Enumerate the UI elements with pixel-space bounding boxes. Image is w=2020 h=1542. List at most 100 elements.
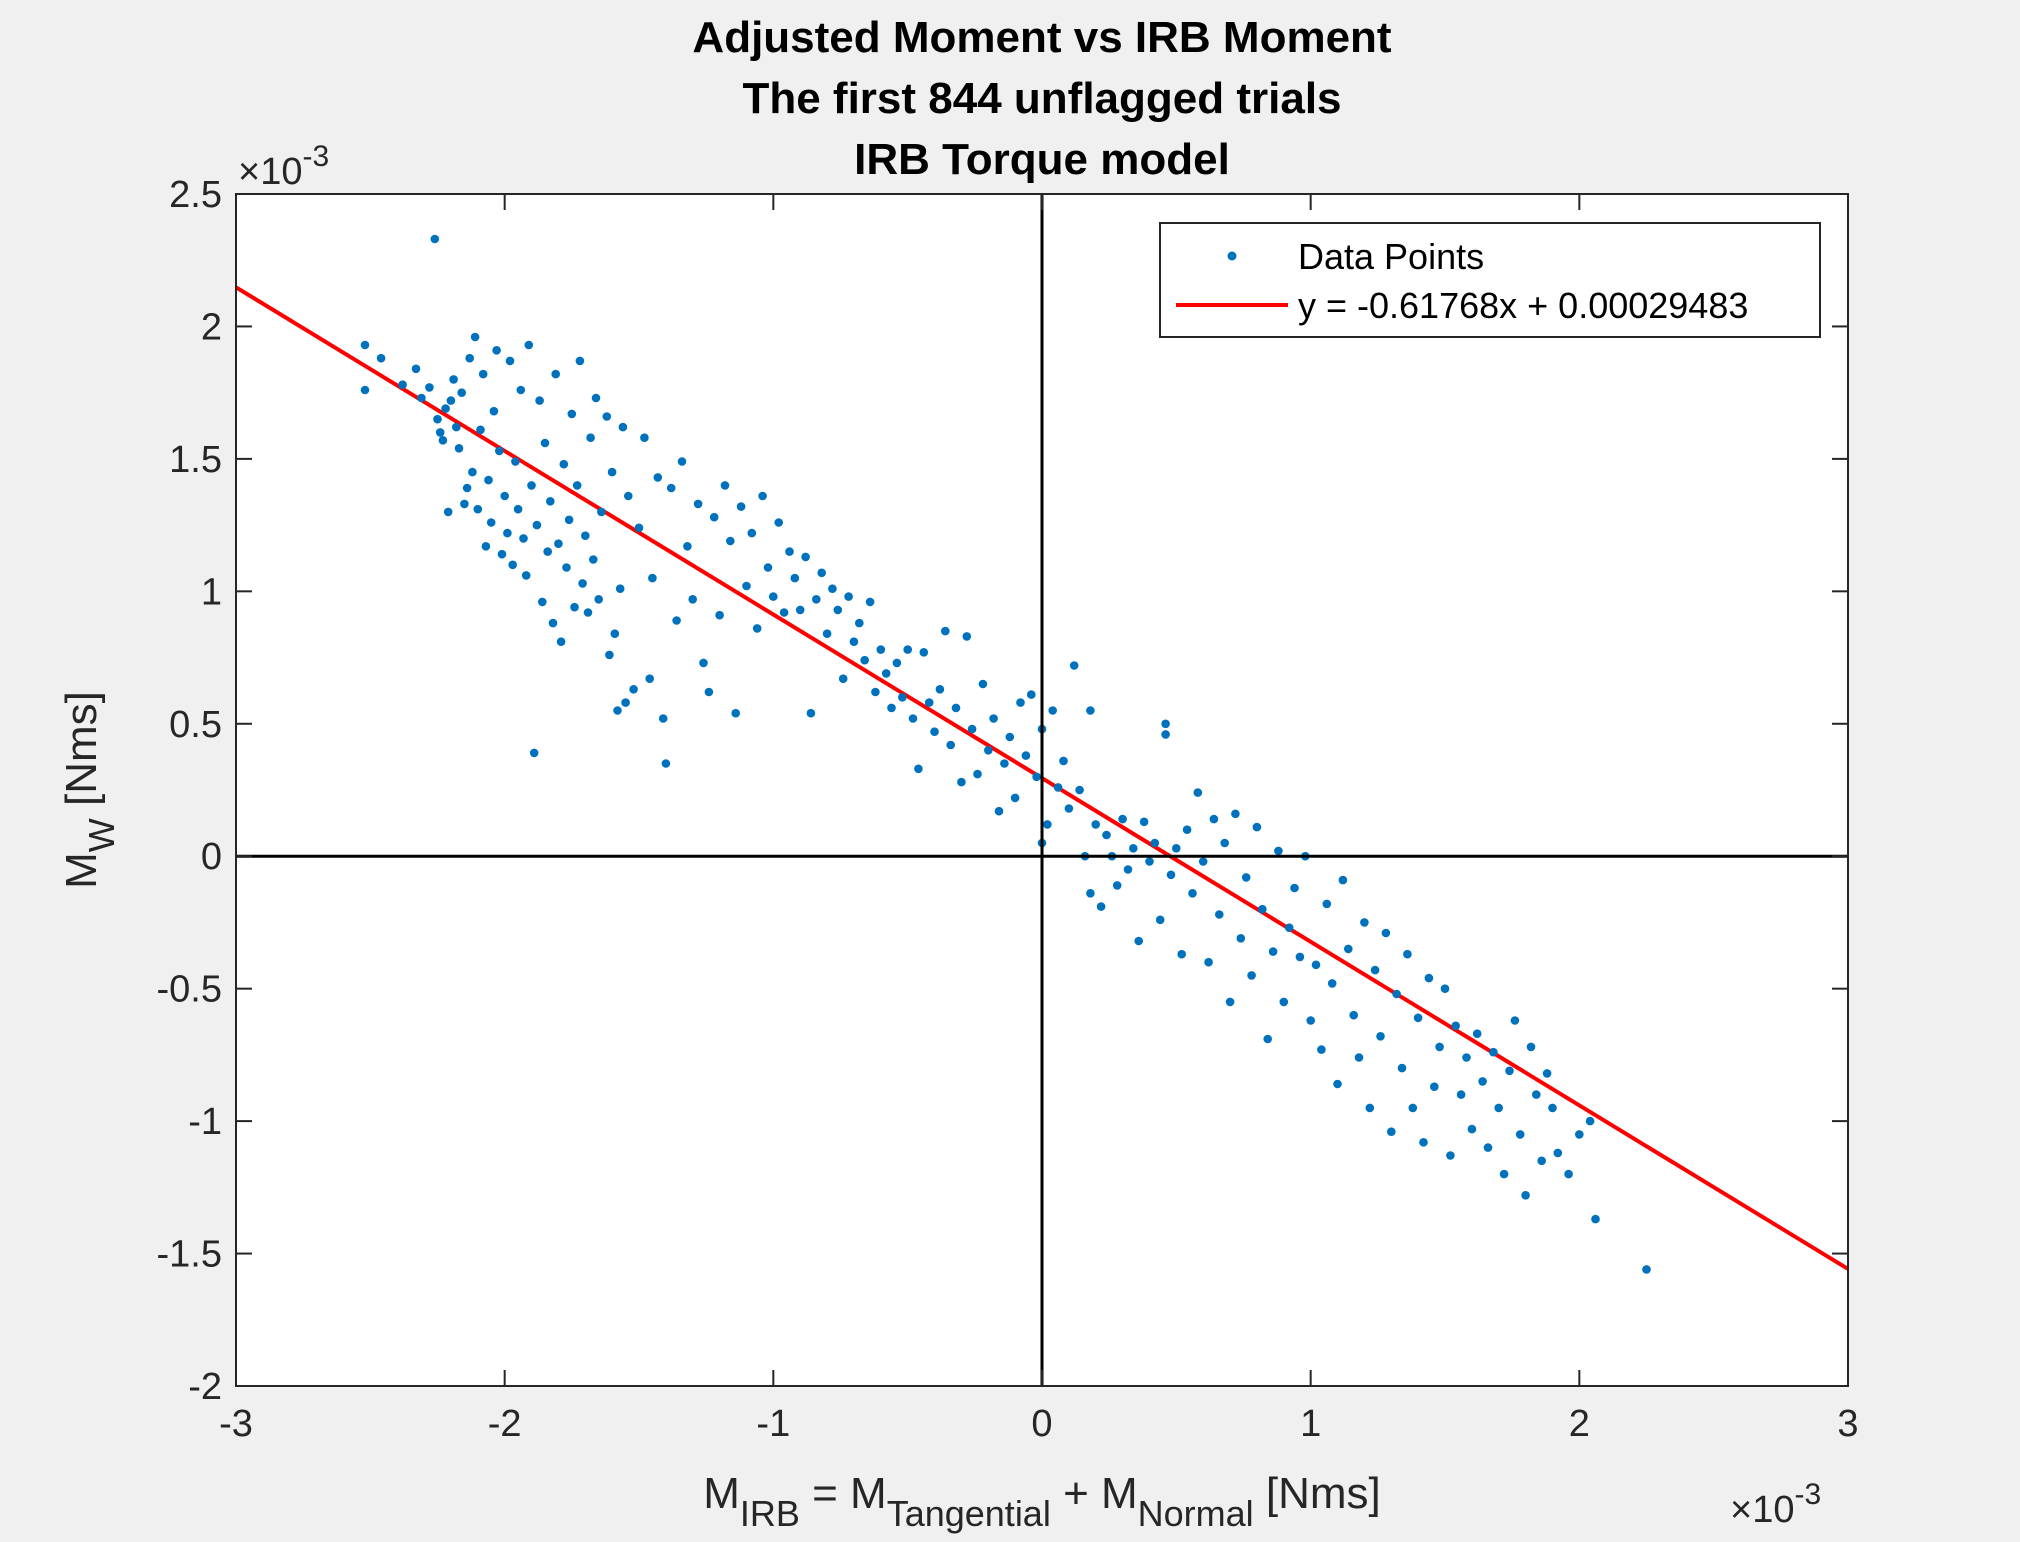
data-point <box>1053 783 1063 792</box>
data-point <box>610 629 620 638</box>
data-point <box>1376 1032 1385 1041</box>
data-point <box>433 414 442 424</box>
data-point <box>785 547 794 556</box>
data-point <box>688 595 697 604</box>
data-point <box>709 512 719 522</box>
data-point <box>677 457 687 466</box>
data-point <box>586 433 595 443</box>
data-point <box>1263 1034 1272 1044</box>
data-point <box>1381 928 1391 938</box>
data-point <box>758 491 767 501</box>
data-point <box>1284 923 1294 932</box>
data-point <box>591 393 601 403</box>
data-point <box>1000 759 1009 768</box>
y-axis-label: MW [Nms] <box>57 691 122 889</box>
data-point <box>1134 936 1143 946</box>
legend-box <box>1159 222 1821 338</box>
data-point <box>779 608 789 617</box>
data-point <box>1295 952 1305 962</box>
data-point <box>575 356 585 366</box>
data-point <box>556 637 566 646</box>
data-point <box>551 369 560 379</box>
data-point <box>503 528 512 538</box>
data-point <box>752 624 762 633</box>
data-point <box>1392 989 1401 999</box>
data-point <box>661 759 671 768</box>
data-point <box>629 685 638 694</box>
data-point <box>806 708 816 718</box>
data-point <box>865 597 875 607</box>
data-point <box>411 364 421 374</box>
data-point <box>581 531 590 540</box>
data-point <box>1317 1045 1326 1054</box>
data-point <box>1231 809 1240 819</box>
data-point <box>1172 844 1181 853</box>
data-point <box>1204 957 1213 967</box>
data-point <box>621 698 630 707</box>
data-point <box>1091 820 1100 829</box>
data-point <box>1591 1214 1600 1224</box>
data-point <box>1161 719 1170 729</box>
data-point <box>1182 825 1192 834</box>
data-point <box>438 436 448 445</box>
data-point <box>360 385 370 395</box>
y-tick-label: -0.5 <box>157 969 222 1011</box>
chart-title-line-1: Adjusted Moment vs IRB Moment <box>692 13 1391 62</box>
data-point <box>435 428 445 437</box>
data-point <box>398 380 407 390</box>
data-point <box>1118 814 1127 824</box>
data-point <box>1403 949 1412 959</box>
data-point <box>774 518 783 527</box>
data-point <box>666 483 676 493</box>
data-point <box>1075 785 1084 795</box>
data-point <box>602 412 612 421</box>
data-point <box>1365 1103 1375 1113</box>
x-tick-label: 2 <box>1569 1403 1590 1445</box>
data-point <box>924 698 934 707</box>
x-tick-label: 3 <box>1837 1403 1858 1445</box>
data-point <box>441 404 450 413</box>
data-point <box>908 714 918 723</box>
data-point <box>1462 1053 1471 1062</box>
data-point <box>704 687 714 697</box>
data-point <box>699 658 708 668</box>
data-point <box>511 457 520 466</box>
data-point <box>481 542 491 551</box>
data-point <box>1193 788 1203 797</box>
data-point <box>1005 732 1015 742</box>
data-point <box>1236 934 1246 943</box>
data-point <box>957 777 966 787</box>
data-point <box>1279 997 1289 1007</box>
data-point <box>589 555 598 564</box>
data-point <box>822 629 832 638</box>
data-point <box>1456 1090 1466 1099</box>
data-point <box>1311 960 1321 970</box>
data-point <box>570 602 579 612</box>
data-point <box>1043 820 1052 829</box>
data-point <box>817 568 826 578</box>
data-point <box>978 679 988 689</box>
data-point <box>1360 918 1369 927</box>
y-tick-label: 2 <box>201 306 222 348</box>
data-point <box>898 693 907 702</box>
y-axis-multiplier: ×10-3 <box>238 140 329 193</box>
data-point <box>497 549 507 559</box>
data-point <box>640 433 649 443</box>
data-point <box>618 422 628 432</box>
data-point <box>653 473 663 482</box>
data-point <box>876 645 886 654</box>
data-point <box>1467 1124 1477 1134</box>
data-point <box>1327 979 1337 988</box>
data-point <box>747 528 757 538</box>
data-point <box>984 746 993 755</box>
data-point <box>1354 1053 1364 1062</box>
data-point <box>597 507 606 517</box>
chart-title-line-2: The first 844 unflagged trials <box>742 74 1341 123</box>
y-tick-label: 1 <box>201 571 222 613</box>
data-point <box>1123 865 1133 874</box>
data-point <box>1521 1191 1530 1200</box>
data-point <box>1129 844 1138 853</box>
data-point <box>812 595 821 604</box>
data-point <box>1424 973 1434 983</box>
data-point <box>430 234 440 244</box>
